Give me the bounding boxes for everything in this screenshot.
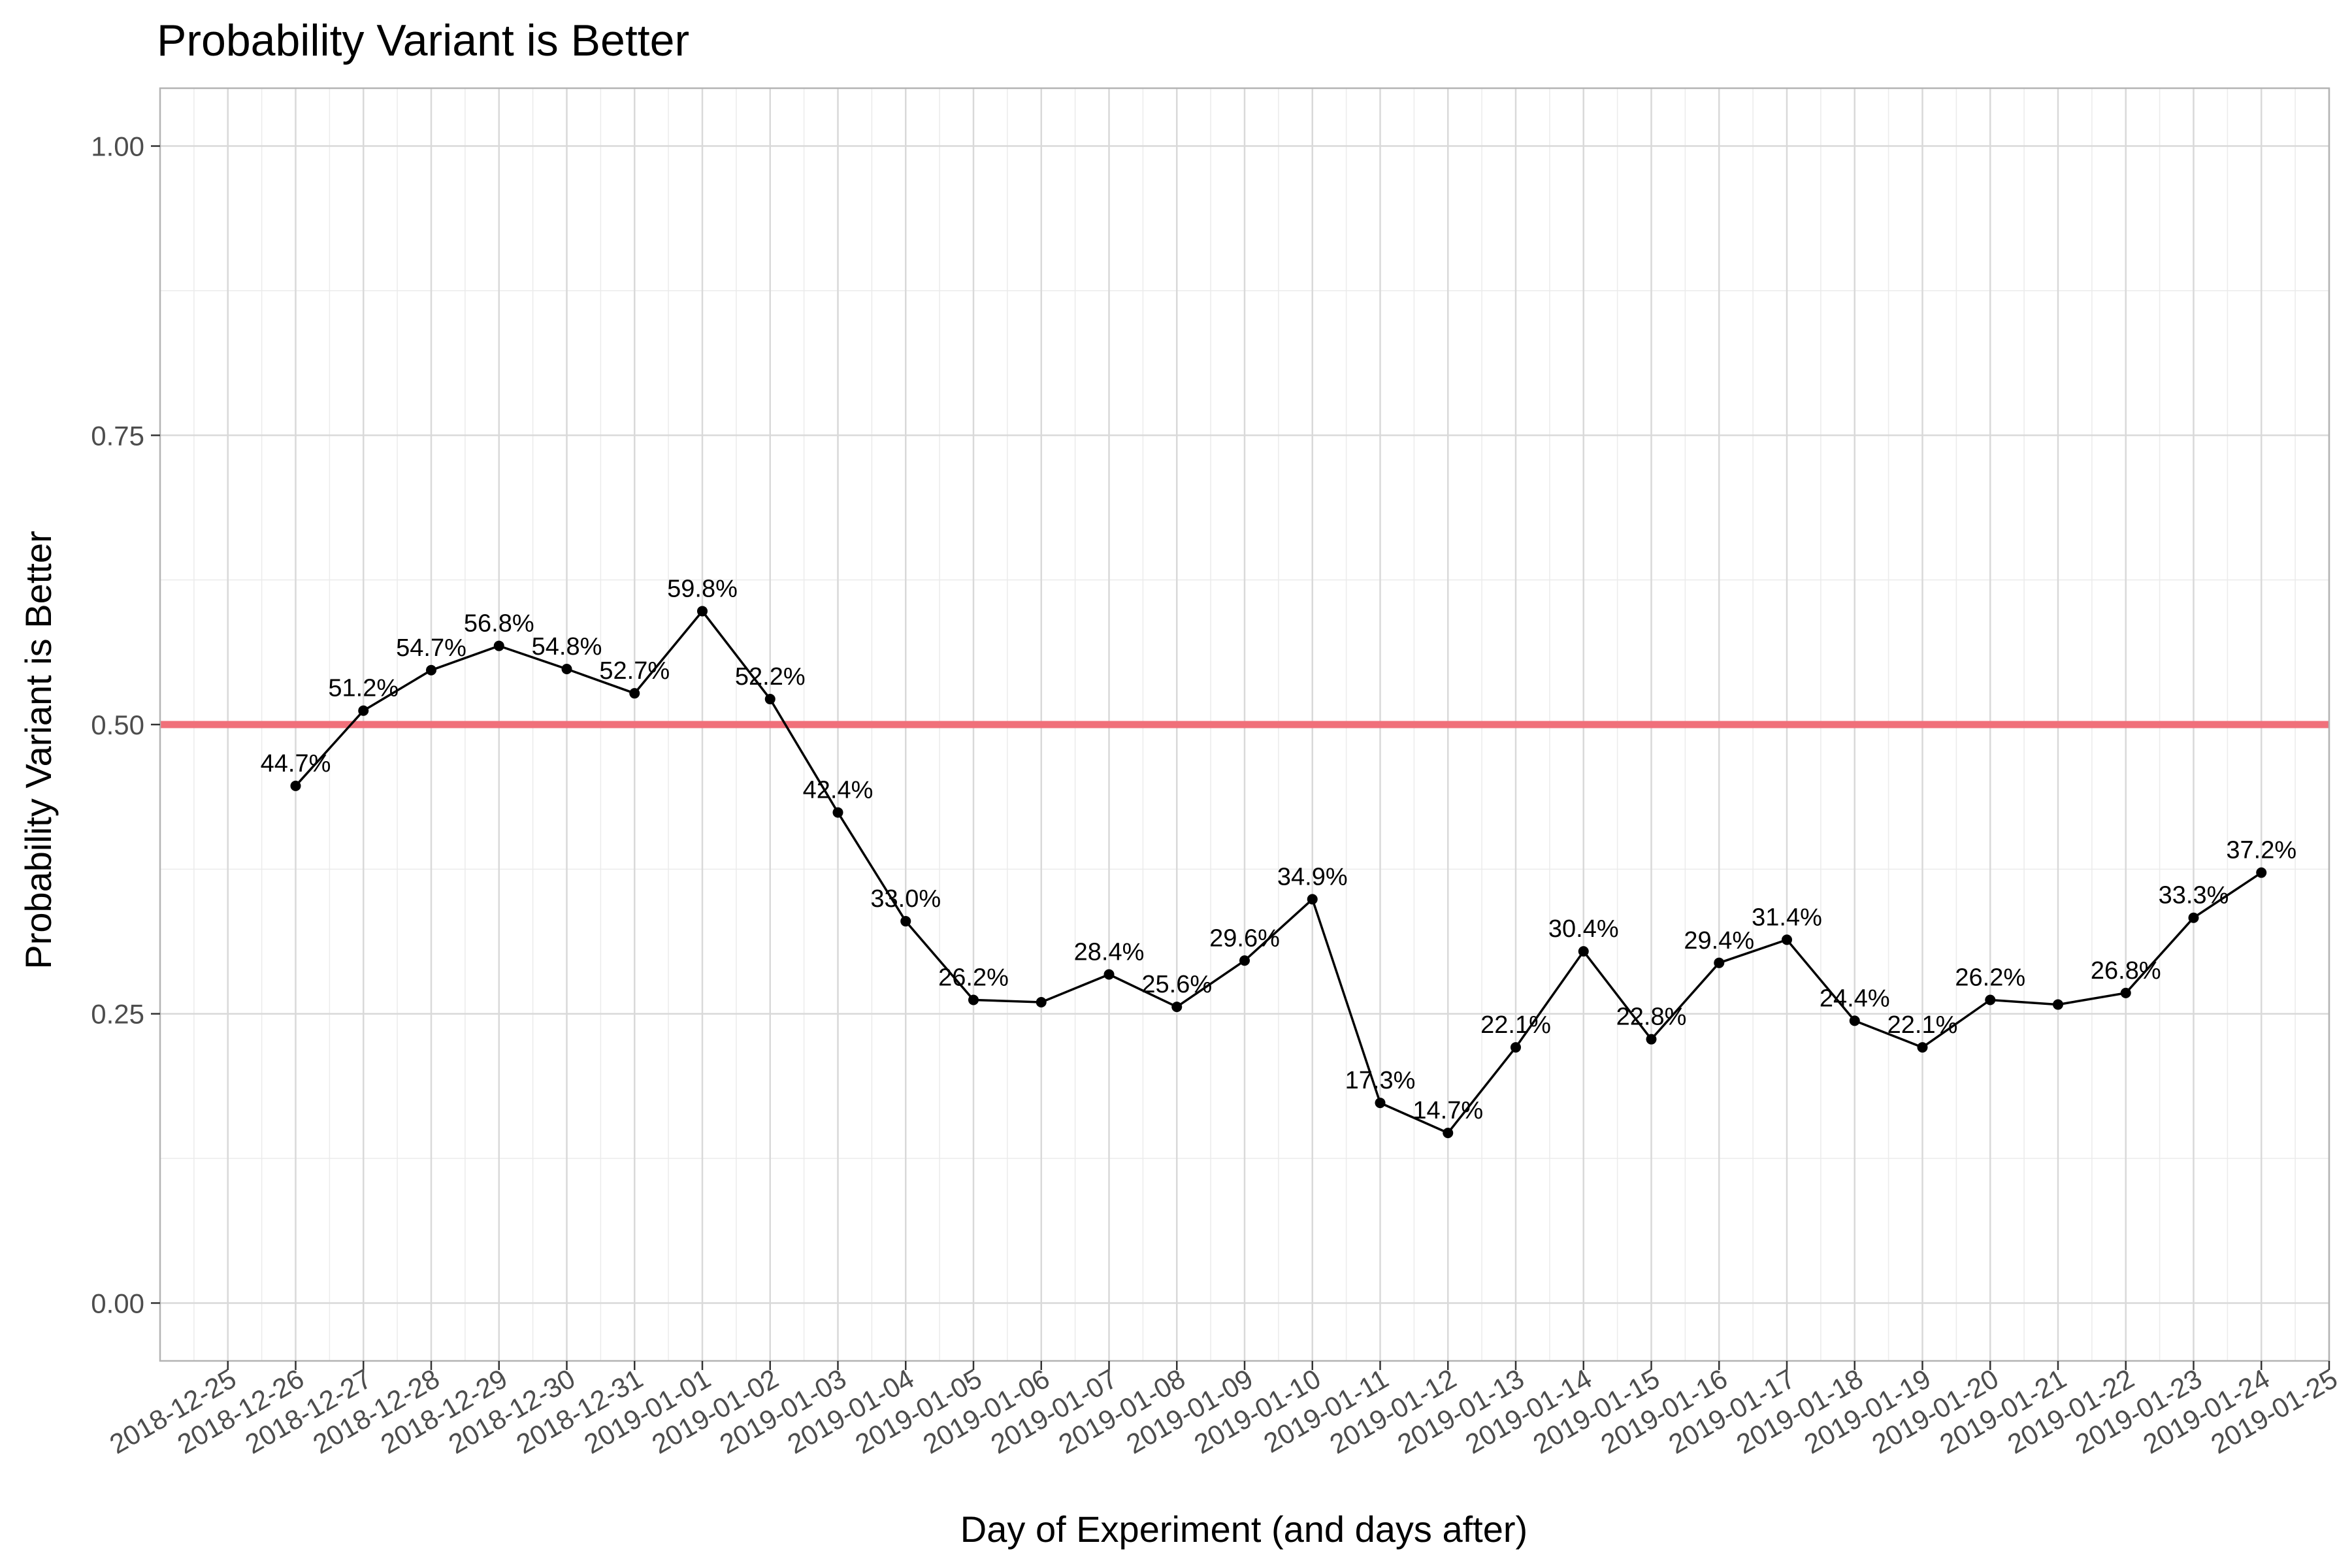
- data-label: 52.7%: [599, 657, 670, 685]
- data-label: 42.4%: [803, 777, 874, 804]
- data-label: 22.1%: [1887, 1011, 1958, 1039]
- y-axis-title: Probability Variant is Better: [18, 531, 59, 969]
- data-label: 14.7%: [1413, 1097, 1483, 1124]
- data-point: [1511, 1042, 1521, 1053]
- data-point: [1849, 1015, 1860, 1026]
- data-label: 22.8%: [1616, 1004, 1687, 1031]
- data-point: [1646, 1034, 1657, 1045]
- y-tick-label: 1.00: [91, 131, 144, 162]
- data-label: 33.0%: [870, 885, 941, 913]
- data-point: [1103, 969, 1115, 980]
- data-point: [358, 705, 369, 716]
- y-tick-label: 0.75: [91, 420, 144, 451]
- data-label: 44.7%: [261, 750, 331, 777]
- data-label: 22.1%: [1480, 1011, 1551, 1039]
- data-point: [426, 664, 436, 676]
- chart-title: Probability Variant is Better: [157, 16, 689, 65]
- data-label: 54.7%: [396, 634, 466, 662]
- data-point: [2256, 867, 2267, 878]
- data-label: 28.4%: [1074, 939, 1145, 966]
- data-labels-layer: 44.7% 51.2% 54.7%56.8%54.8%52.7% 59.8% 52.2%…: [261, 575, 2297, 1124]
- data-point: [1714, 957, 1725, 968]
- y-tick-label: 0.50: [91, 710, 144, 740]
- data-point: [1375, 1098, 1386, 1109]
- data-point: [493, 640, 504, 651]
- points-layer: [290, 606, 2267, 1139]
- series-line: [295, 610, 2262, 1134]
- data-point: [629, 688, 640, 699]
- data-label: 24.4%: [1820, 985, 1890, 1012]
- data-point: [968, 994, 979, 1005]
- data-point: [1917, 1042, 1928, 1053]
- data-point: [764, 694, 776, 705]
- data-point: [1985, 994, 1996, 1005]
- data-point: [2120, 987, 2131, 998]
- data-label: 30.4%: [1548, 915, 1619, 943]
- data-point: [2053, 999, 2063, 1010]
- y-axis: 0.00 0.25 0.50 0.75 1.00: [91, 131, 160, 1318]
- data-point: [1307, 894, 1318, 905]
- data-point: [1239, 955, 1250, 966]
- y-tick-label: 0.00: [91, 1288, 144, 1318]
- data-point: [697, 606, 708, 617]
- data-label: 17.3%: [1345, 1067, 1416, 1094]
- data-label: 52.2%: [735, 663, 806, 691]
- data-point: [2188, 912, 2199, 923]
- data-label: 56.8%: [464, 610, 534, 638]
- data-point: [1036, 997, 1047, 1008]
- data-label: 26.2%: [1955, 964, 2025, 991]
- data-point: [1782, 934, 1792, 945]
- data-point: [1443, 1128, 1454, 1139]
- data-label: 54.8%: [532, 633, 602, 661]
- data-label: 29.6%: [1209, 924, 1280, 952]
- data-label: 33.3%: [2159, 882, 2229, 909]
- data-label: 34.9%: [1277, 863, 1348, 890]
- x-axis-title: Day of Experiment (and days after): [960, 1509, 1527, 1550]
- data-label: 37.2%: [2226, 837, 2296, 864]
- data-label: 51.2%: [328, 675, 399, 702]
- data-point: [290, 780, 301, 791]
- data-label: 29.4%: [1684, 927, 1754, 955]
- data-point: [1171, 1002, 1183, 1013]
- data-label: 26.2%: [938, 964, 1009, 991]
- data-label: 25.6%: [1141, 971, 1212, 998]
- y-tick-label: 0.25: [91, 999, 144, 1030]
- data-point: [1578, 946, 1589, 957]
- data-label: 31.4%: [1752, 904, 1822, 931]
- data-label: 59.8%: [667, 575, 738, 602]
- data-point: [832, 807, 843, 818]
- data-label: 26.8%: [2091, 957, 2161, 985]
- data-point: [561, 663, 572, 674]
- data-point: [900, 916, 911, 927]
- series-layer: [295, 610, 2262, 1134]
